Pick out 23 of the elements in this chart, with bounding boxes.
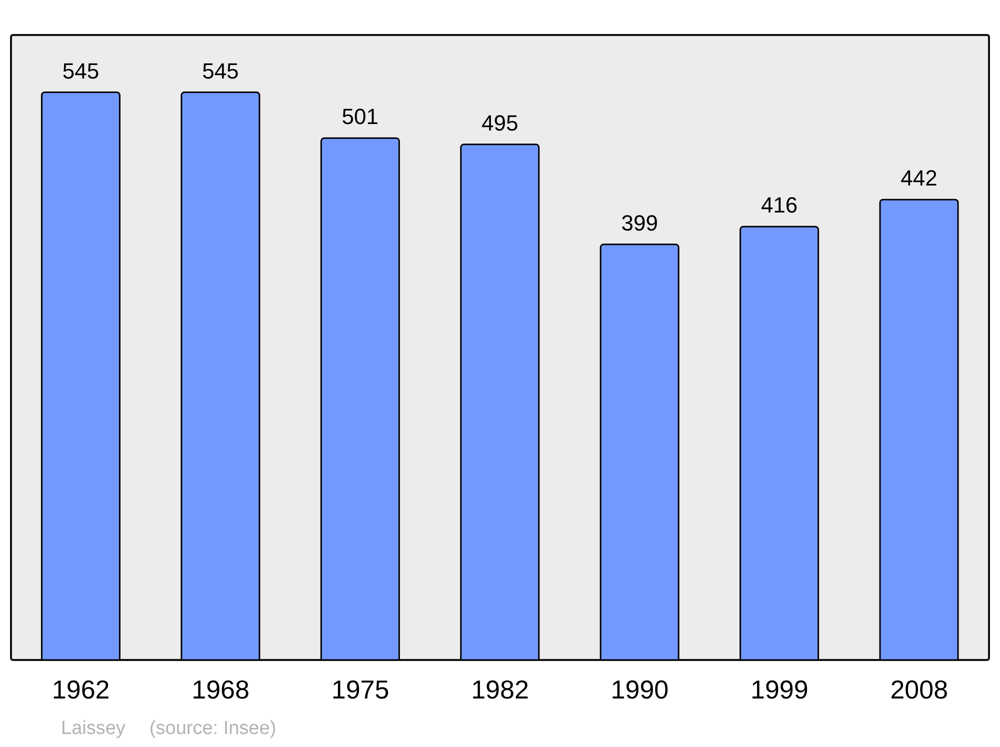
data-label: 501 — [342, 104, 379, 130]
bar — [740, 226, 820, 660]
bar — [600, 244, 680, 660]
data-label: 416 — [760, 192, 798, 218]
text: Laissey — [61, 718, 126, 739]
data-label: 545 — [202, 58, 239, 84]
x-tick-label: 2008 — [890, 674, 948, 704]
x-tick-label: 1968 — [192, 674, 250, 704]
text: (source: Insee) — [149, 718, 276, 739]
x-tick-label: 1990 — [610, 674, 669, 704]
bar — [320, 137, 400, 660]
bar — [180, 92, 260, 660]
data-label: 545 — [62, 58, 100, 84]
x-tick-label: 1975 — [331, 674, 390, 704]
data-label: 495 — [482, 110, 518, 136]
bar — [879, 198, 959, 660]
bar — [40, 92, 120, 660]
x-tick-label: 1999 — [750, 674, 808, 704]
bar — [460, 144, 540, 660]
x-tick-label: 1982 — [471, 674, 529, 704]
data-label: 399 — [621, 210, 658, 236]
x-tick-label: 1962 — [52, 674, 110, 704]
data-label: 442 — [900, 166, 938, 191]
